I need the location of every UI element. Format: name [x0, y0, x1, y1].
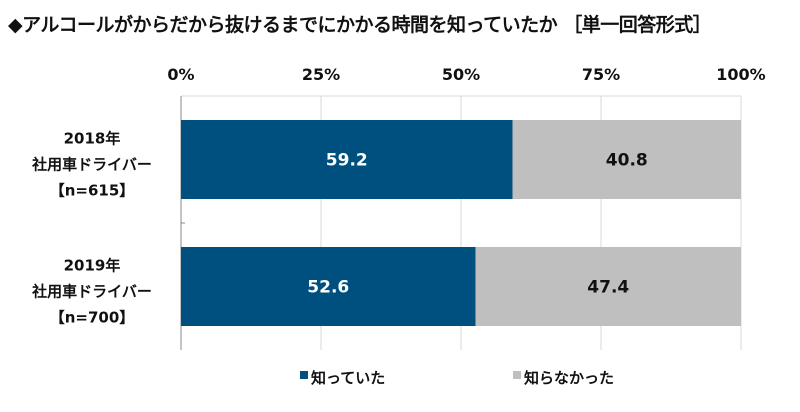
category-label: 【n=700】: [50, 309, 135, 327]
bar-segment: [181, 120, 513, 199]
data-label: 59.2: [326, 151, 368, 171]
category-label: 2019年: [64, 257, 121, 275]
category-label: 社用車ドライバー: [31, 283, 152, 301]
bar-segment: [181, 247, 476, 326]
category-label: 2018年: [64, 130, 121, 148]
data-label: 40.8: [606, 151, 648, 171]
x-tick-label: 25%: [302, 65, 340, 84]
x-tick-label: 75%: [582, 65, 620, 84]
category-label: 【n=615】: [50, 182, 135, 200]
x-tick-label: 50%: [442, 65, 480, 84]
chart-title: ◆アルコールがからだから抜けるまでにかかる時間を知っていたか ［単一回答形式］: [8, 14, 712, 36]
bar-segment: [512, 120, 741, 199]
data-label: 47.4: [587, 278, 629, 298]
data-label: 52.6: [307, 278, 349, 298]
legend-swatch: [300, 371, 308, 379]
category-label: 社用車ドライバー: [31, 156, 152, 174]
x-tick-label: 0%: [167, 65, 194, 84]
legend-label: 知らなかった: [524, 369, 614, 387]
legend-label: 知っていた: [311, 369, 385, 387]
x-tick-label: 100%: [716, 65, 765, 84]
legend-swatch: [513, 371, 521, 379]
bar-segment: [475, 247, 741, 326]
